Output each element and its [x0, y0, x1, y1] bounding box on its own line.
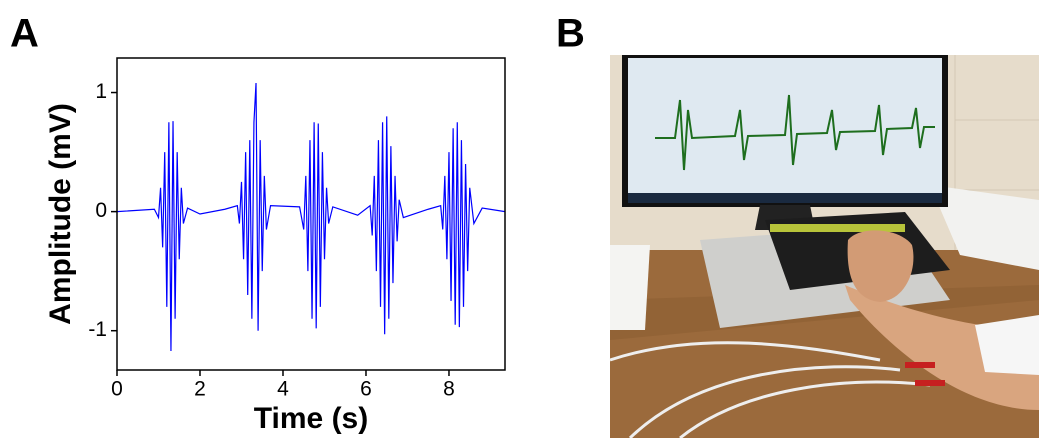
paper — [610, 245, 650, 330]
photo — [609, 55, 1039, 440]
signal-line — [116, 82, 506, 351]
x-tick-label: 0 — [111, 378, 123, 401]
fist — [847, 230, 914, 302]
x-tick-label: 6 — [360, 378, 372, 401]
taskbar — [628, 193, 942, 203]
y-tick-label: 1 — [95, 80, 107, 103]
screen-waveform — [655, 94, 935, 171]
panel-label: B — [556, 12, 585, 56]
plot-frame — [116, 57, 506, 371]
y-axis-title: Amplitude (mV) — [44, 103, 77, 325]
paper — [930, 185, 1039, 270]
keyboard-stand — [770, 224, 905, 232]
arm — [845, 285, 1039, 410]
y-tick-label: -1 — [88, 318, 107, 341]
x-tick-label: 4 — [277, 378, 289, 401]
x-tick-label: 2 — [194, 378, 206, 401]
cables — [609, 341, 931, 440]
x-axis-title: Time (s) — [254, 402, 368, 435]
electrode-patch — [975, 315, 1039, 375]
clips — [905, 362, 945, 386]
y-tick-label: 0 — [95, 199, 107, 222]
panel-label: A — [10, 12, 39, 56]
x-tick-label: 8 — [443, 378, 455, 401]
